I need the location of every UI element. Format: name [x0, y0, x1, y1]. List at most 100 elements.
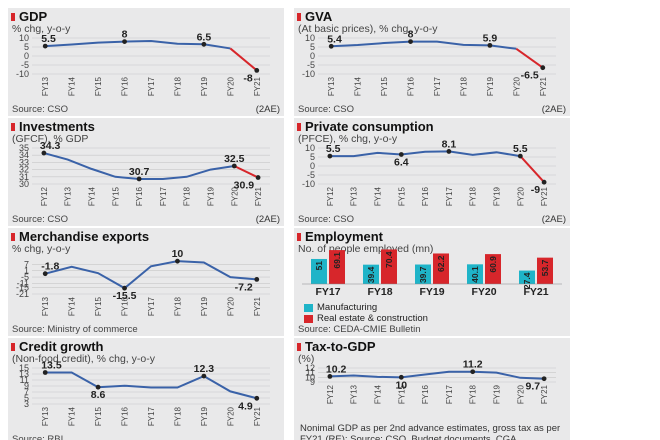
x-tick-label: FY18	[367, 286, 392, 298]
data-label: 9.7	[525, 381, 540, 393]
series-line	[329, 370, 545, 380]
chart-subtitle: (At basic prices), % chg, y-o-y	[298, 23, 438, 35]
data-label: 8.1	[442, 138, 457, 150]
y-tick-label: 34	[19, 150, 29, 160]
data-label: 10.2	[326, 363, 347, 375]
bar	[329, 250, 345, 284]
bar	[415, 264, 431, 284]
x-tick-label: FY20	[512, 76, 521, 96]
title-marker	[11, 13, 15, 21]
chart-panel-5: Employment No. of people employed (mn) Sou…	[294, 228, 570, 336]
data-label: -15.5	[113, 290, 137, 302]
data-point	[446, 149, 452, 154]
bar	[537, 257, 553, 284]
y-tick-label: 0	[310, 51, 315, 61]
y-tick-label: -10	[302, 179, 315, 189]
data-point	[122, 285, 127, 291]
x-tick-label: FY13	[41, 406, 50, 426]
chart-title: Employment	[305, 229, 384, 244]
bar	[433, 253, 449, 284]
data-point	[408, 39, 413, 44]
x-tick-label: FY20	[471, 286, 496, 298]
y-tick-label: 9	[24, 381, 29, 391]
data-label: 5.5	[513, 143, 528, 155]
x-tick-label: FY19	[207, 186, 216, 206]
data-point	[254, 276, 260, 282]
chart-title: Private consumption	[305, 119, 434, 134]
chart-source: Source: CSO	[298, 214, 354, 225]
x-tick-label: FY19	[200, 406, 209, 426]
y-tick-label: -10	[16, 69, 29, 79]
x-tick-label: FY18	[469, 384, 478, 404]
x-tick-label: FY14	[374, 384, 383, 404]
x-tick-label: FY20	[226, 406, 235, 426]
x-tick-label: FY16	[121, 296, 130, 316]
y-tick-label: 7	[24, 387, 29, 397]
y-tick-label: 10	[305, 372, 315, 382]
x-tick-label: FY15	[397, 186, 406, 206]
chart-panel-4: Merchandise exports% chg, y-o-y Source: M…	[8, 228, 284, 336]
bar-label: 62.2	[436, 255, 446, 272]
chart-source: Source: CEDA-CMIE Bulletin	[298, 324, 421, 335]
x-tick-label: FY13	[350, 384, 359, 404]
x-tick-label: FY16	[121, 76, 130, 96]
x-tick-label: FY17	[147, 406, 156, 426]
title-marker	[11, 123, 15, 131]
x-tick-label: FY17	[315, 286, 340, 298]
x-tick-label: FY17	[445, 384, 454, 404]
legend: Manufacturing Real estate & construction	[304, 302, 428, 324]
chart-source: Source: CSO	[12, 104, 68, 115]
data-label: 34.3	[40, 140, 61, 152]
x-tick-label: FY19	[419, 286, 444, 298]
y-tick-label: 3	[24, 399, 29, 409]
data-label: -7.2	[235, 281, 253, 293]
x-tick-label: FY17	[433, 76, 442, 96]
data-label: 5.5	[41, 33, 56, 45]
bar-label: 39.4	[366, 266, 376, 283]
chart-note: (2AE)	[255, 214, 280, 225]
chart-panel-1: GVA (At basic prices), % chg, y-o-y Source…	[294, 8, 570, 116]
data-point	[540, 65, 546, 71]
x-tick-label: FY14	[68, 76, 77, 96]
chart-subtitle: % chg, y-o-y	[12, 23, 71, 35]
x-tick-label: FY13	[350, 186, 359, 206]
bar-label: 40.1	[470, 266, 480, 283]
data-label: 30.9	[234, 180, 255, 192]
series-line-highlight	[519, 155, 545, 183]
chart-note: (2AE)	[541, 104, 566, 115]
data-point	[201, 41, 207, 47]
legend-swatch	[304, 303, 313, 312]
data-label: 10	[172, 248, 184, 260]
x-tick-label: FY16	[407, 76, 416, 96]
y-tick-label: 12	[305, 363, 315, 373]
chart-title: Investments	[19, 119, 95, 134]
y-tick-label: 9	[310, 377, 315, 387]
data-point	[254, 68, 260, 73]
legend-label: Real estate & construction	[317, 313, 428, 324]
chart-subtitle: (PFCE), % chg, y-o-y	[298, 133, 398, 145]
x-tick-label: FY17	[159, 186, 168, 206]
series-line-highlight	[515, 47, 544, 69]
series-line	[329, 150, 521, 158]
title-marker	[297, 233, 301, 241]
bar-label: 39.7	[418, 266, 428, 283]
x-tick-label: FY13	[327, 76, 336, 96]
series-line	[331, 40, 517, 50]
y-tick-label: -5	[21, 60, 29, 70]
x-tick-label: FY12	[40, 186, 49, 206]
y-tick-label: 0	[310, 161, 315, 171]
series-line-highlight	[229, 47, 258, 72]
legend-swatch	[304, 314, 313, 323]
x-tick-label: FY21	[253, 76, 262, 96]
x-tick-label: FY13	[41, 76, 50, 96]
chart-source: Source: CSO	[298, 104, 354, 115]
data-point	[398, 152, 404, 157]
y-tick-label: 0	[24, 51, 29, 61]
chart-subtitle: (Non-food credit), % chg, y-o-y	[12, 353, 155, 365]
bar-label: 69.1	[332, 252, 342, 269]
title-marker	[11, 343, 15, 351]
x-tick-label: FY18	[173, 406, 182, 426]
chart-source: Source: Ministry of commerce	[12, 324, 138, 335]
data-point	[201, 373, 207, 379]
